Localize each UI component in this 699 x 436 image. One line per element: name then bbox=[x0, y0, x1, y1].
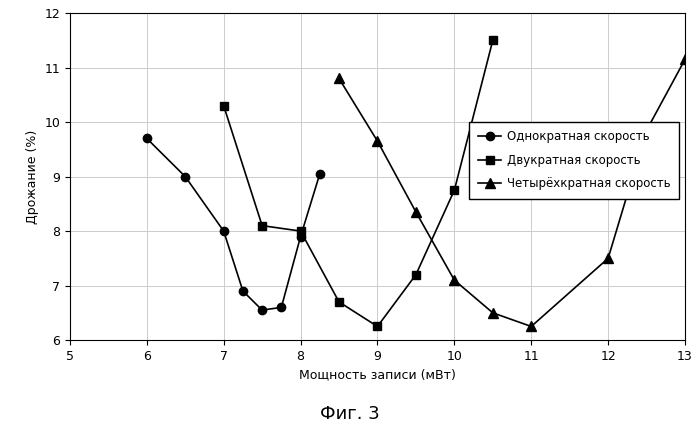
Четырёхкратная скорость bbox=[642, 128, 651, 133]
Однократная скорость bbox=[296, 234, 305, 239]
Однократная скорость bbox=[143, 136, 151, 141]
Четырёхкратная скорость bbox=[412, 209, 420, 215]
Однократная скорость bbox=[239, 289, 247, 294]
X-axis label: Мощность записи (мВт): Мощность записи (мВт) bbox=[299, 368, 456, 382]
Однократная скорость bbox=[278, 305, 286, 310]
Четырёхкратная скорость bbox=[450, 278, 459, 283]
Line: Четырёхкратная скорость: Четырёхкратная скорость bbox=[334, 54, 690, 331]
Двукратная скорость bbox=[450, 187, 459, 193]
Двукратная скорость bbox=[258, 223, 266, 228]
Двукратная скорость bbox=[219, 103, 228, 109]
Y-axis label: Дрожание (%): Дрожание (%) bbox=[26, 129, 38, 224]
Двукратная скорость bbox=[412, 272, 420, 277]
Text: Фиг. 3: Фиг. 3 bbox=[319, 405, 380, 423]
Legend: Однократная скорость, Двукратная скорость, Четырёхкратная скорость: Однократная скорость, Двукратная скорост… bbox=[470, 122, 679, 199]
Line: Двукратная скорость: Двукратная скорость bbox=[219, 36, 497, 330]
Двукратная скорость bbox=[489, 38, 497, 43]
Однократная скорость bbox=[316, 171, 324, 177]
Четырёхкратная скорость bbox=[604, 255, 612, 261]
Однократная скорость bbox=[181, 174, 189, 179]
Двукратная скорость bbox=[335, 299, 343, 304]
Двукратная скорость bbox=[296, 228, 305, 234]
Двукратная скорость bbox=[373, 324, 382, 329]
Однократная скорость bbox=[219, 228, 228, 234]
Четырёхкратная скорость bbox=[527, 324, 535, 329]
Line: Однократная скорость: Однократная скорость bbox=[143, 134, 324, 314]
Однократная скорость bbox=[258, 307, 266, 313]
Четырёхкратная скорость bbox=[335, 76, 343, 81]
Четырёхкратная скорость bbox=[373, 139, 382, 144]
Четырёхкратная скорость bbox=[489, 310, 497, 316]
Четырёхкратная скорость bbox=[681, 57, 689, 62]
